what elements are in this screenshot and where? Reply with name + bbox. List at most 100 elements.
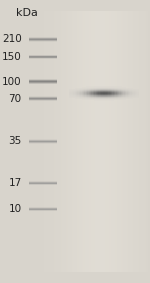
Bar <box>108 92 109 93</box>
Bar <box>125 99 126 100</box>
Bar <box>101 90 103 91</box>
Bar <box>119 87 121 88</box>
Bar <box>93 99 94 100</box>
Bar <box>98 99 100 100</box>
Bar <box>94 98 96 99</box>
Bar <box>84 87 86 88</box>
Bar <box>115 93 117 94</box>
Bar <box>122 94 123 95</box>
Bar <box>86 93 87 94</box>
Bar <box>107 87 108 88</box>
Bar <box>69 91 70 92</box>
Bar <box>104 86 105 87</box>
Bar <box>93 97 94 98</box>
Bar <box>69 90 70 91</box>
Bar <box>100 92 101 93</box>
Bar <box>118 99 119 100</box>
Bar <box>123 95 125 96</box>
Bar <box>79 91 80 92</box>
Bar <box>75 93 76 94</box>
Bar <box>79 90 80 91</box>
Bar <box>96 89 97 90</box>
Bar <box>101 93 103 94</box>
Bar <box>69 89 70 90</box>
Bar <box>137 94 139 95</box>
Bar <box>118 95 119 96</box>
Bar <box>89 90 90 91</box>
Bar <box>75 89 76 90</box>
Bar <box>112 97 114 98</box>
Bar <box>89 98 90 99</box>
Bar <box>72 94 73 95</box>
Bar <box>112 87 114 88</box>
Bar <box>80 95 82 96</box>
Bar <box>73 91 75 92</box>
Bar <box>132 92 133 93</box>
Bar <box>89 92 90 93</box>
Bar <box>107 90 108 91</box>
Bar <box>121 91 122 92</box>
Bar <box>108 99 109 100</box>
Bar <box>79 87 80 88</box>
Bar <box>117 90 118 91</box>
Bar <box>97 86 98 87</box>
Bar <box>82 93 83 94</box>
Bar <box>117 89 118 90</box>
Bar <box>69 95 70 96</box>
Bar <box>128 88 129 89</box>
Bar <box>87 96 89 97</box>
Bar <box>98 91 100 92</box>
Bar <box>94 87 96 88</box>
Bar <box>128 97 129 98</box>
Bar <box>100 99 101 100</box>
Bar <box>73 90 75 91</box>
Bar <box>137 91 139 92</box>
Bar <box>126 94 128 95</box>
Bar <box>114 94 115 95</box>
Bar <box>122 93 123 94</box>
Bar <box>129 87 130 88</box>
Bar <box>97 99 98 100</box>
Bar <box>118 93 119 94</box>
Bar <box>111 92 112 93</box>
Bar <box>130 89 132 90</box>
Bar <box>128 95 129 96</box>
Bar <box>90 88 91 89</box>
Bar <box>107 96 108 97</box>
Bar <box>129 90 130 91</box>
Bar <box>110 87 111 88</box>
Bar <box>123 98 125 99</box>
Bar <box>103 89 104 90</box>
Bar <box>69 94 70 95</box>
Bar <box>111 90 112 91</box>
Bar <box>80 97 82 98</box>
Bar <box>82 90 83 91</box>
Bar <box>123 88 125 89</box>
Bar <box>83 95 84 96</box>
Bar <box>87 89 89 90</box>
Bar <box>129 95 130 96</box>
Bar <box>79 97 80 98</box>
Bar <box>114 91 115 92</box>
Bar <box>126 90 128 91</box>
Bar <box>96 87 97 88</box>
Bar <box>110 95 111 96</box>
Bar <box>90 91 91 92</box>
Bar <box>115 97 117 98</box>
Bar <box>80 88 82 89</box>
Bar <box>84 99 86 100</box>
Bar <box>87 87 89 88</box>
Bar <box>110 96 111 97</box>
Bar <box>125 87 126 88</box>
Bar <box>84 90 86 91</box>
Bar <box>125 91 126 92</box>
Bar <box>84 91 86 92</box>
Bar <box>129 88 130 89</box>
Bar <box>103 98 104 99</box>
Bar <box>130 91 132 92</box>
Bar <box>82 97 83 98</box>
Bar <box>86 88 87 89</box>
Bar <box>100 93 101 94</box>
Bar <box>75 88 76 89</box>
Bar <box>89 95 90 96</box>
